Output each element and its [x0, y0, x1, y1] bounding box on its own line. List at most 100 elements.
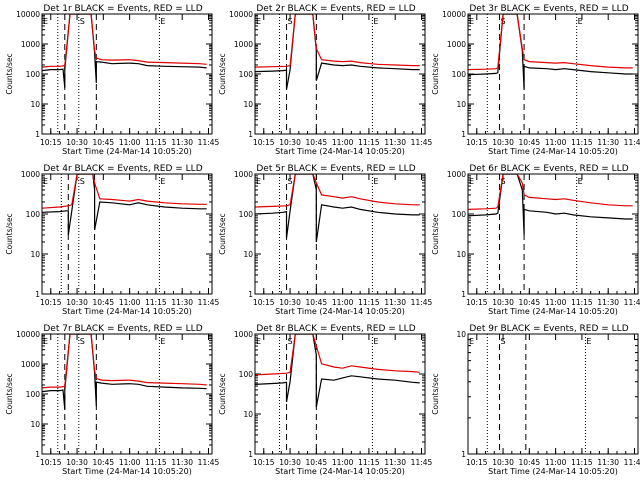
y-axis-label: Counts/sec	[431, 53, 440, 94]
y-tick-label: 10	[456, 250, 466, 259]
y-tick-label: 1	[461, 450, 466, 459]
y-axis-label: Counts/sec	[218, 213, 227, 254]
y-tick-label: 100	[26, 70, 41, 79]
y-tick-label: 1000	[447, 40, 466, 49]
plot-frame	[467, 173, 639, 295]
events-series-line	[255, 14, 420, 90]
y-tick-label: 1	[35, 130, 40, 139]
events-series-line	[468, 14, 633, 90]
event-marker-label: E	[469, 17, 474, 26]
x-tick-label: 11:45	[411, 138, 433, 147]
y-tick-label: 1	[35, 290, 40, 299]
y-tick-label: 1000	[447, 170, 466, 179]
x-tick-label: 11:00	[119, 138, 141, 147]
event-marker-label: E	[160, 177, 165, 186]
x-tick-label: 10:45	[519, 138, 541, 147]
y-tick-label: 1	[248, 130, 253, 139]
x-tick-label: 10:45	[306, 138, 328, 147]
event-marker-label: S	[80, 337, 85, 346]
y-tick-label: 10000	[229, 10, 253, 19]
y-tick-label: 1	[248, 290, 253, 299]
x-tick-label: 10:15	[40, 458, 62, 467]
chart-panel: 1 10 100 1000 10000 10:15 10:30 10:45 11:00 11:15…	[431, 4, 640, 156]
x-tick-label: 10:15	[40, 138, 62, 147]
event-marker-label: E	[373, 337, 378, 346]
events-series-line	[42, 14, 207, 88]
x-tick-label: 11:30	[171, 298, 193, 307]
plot-frame	[254, 173, 426, 295]
x-tick-label: 11:00	[545, 138, 567, 147]
x-tick-label: 10:15	[466, 138, 488, 147]
lld-series-line	[42, 334, 207, 389]
x-axis-label: Start Time (24-Mar-14 10:05:20)	[275, 147, 405, 156]
x-tick-label: 11:15	[145, 138, 167, 147]
x-tick-label: 11:00	[119, 298, 141, 307]
lld-series-line	[255, 14, 420, 68]
y-tick-label: 1	[461, 290, 466, 299]
event-marker-label: S	[80, 17, 85, 26]
y-tick-label: 100	[452, 210, 467, 219]
x-tick-label: 11:15	[571, 138, 593, 147]
chart-panel: 1 10 100 1000 10:15 10:30 10:45 11:00 11:15 11:30…	[218, 324, 433, 476]
x-tick-label: 11:15	[358, 138, 380, 147]
x-tick-label: 10:30	[66, 458, 88, 467]
event-marker-label: E	[256, 337, 261, 346]
y-tick-label: 10	[30, 420, 40, 429]
x-tick-label: 11:30	[597, 138, 619, 147]
x-tick-label: 11:30	[597, 298, 619, 307]
x-tick-label: 11:30	[171, 458, 193, 467]
y-tick-label: 10	[243, 410, 253, 419]
x-tick-label: 11:45	[624, 138, 640, 147]
event-marker-label: E	[43, 17, 48, 26]
x-tick-label: 11:00	[332, 138, 354, 147]
x-tick-label: 10:15	[466, 458, 488, 467]
x-tick-label: 11:00	[119, 458, 141, 467]
lld-series-line	[255, 334, 420, 376]
x-axis-label: Start Time (24-Mar-14 10:05:20)	[488, 147, 618, 156]
x-tick-label: 11:45	[624, 458, 640, 467]
x-tick-label: 11:15	[358, 458, 380, 467]
event-marker-label: S	[501, 17, 506, 26]
x-tick-label: 10:30	[492, 138, 514, 147]
chart-panel: 1 10 100 1000 10:15 10:30 10:45 11:00 11:15 11:30…	[218, 164, 433, 316]
event-marker-label: E	[578, 17, 583, 26]
y-tick-label: 1	[248, 450, 253, 459]
y-tick-label: 100	[26, 210, 41, 219]
event-marker-label: E	[256, 177, 261, 186]
event-marker-label: E	[373, 17, 378, 26]
plot-frame	[254, 13, 426, 135]
y-axis-label: Counts/sec	[431, 213, 440, 254]
plot-frame	[41, 13, 213, 135]
x-tick-label: 10:30	[492, 298, 514, 307]
y-tick-label: 100	[239, 210, 254, 219]
y-tick-label: 1	[461, 130, 466, 139]
x-tick-label: 11:30	[384, 458, 406, 467]
y-tick-label: 10	[30, 250, 40, 259]
y-tick-label: 1	[35, 450, 40, 459]
chart-title: Det 3r BLACK = Events, RED = LLD	[469, 4, 628, 14]
event-marker-label: S	[501, 337, 506, 346]
y-tick-label: 100	[239, 70, 254, 79]
chart-title: Det 2r BLACK = Events, RED = LLD	[256, 4, 415, 14]
y-tick-label: 1000	[234, 40, 253, 49]
lld-series-line	[255, 174, 420, 208]
y-tick-label: 10000	[16, 330, 40, 339]
x-tick-label: 10:30	[279, 298, 301, 307]
chart-title: Det 1r BLACK = Events, RED = LLD	[43, 4, 202, 14]
x-tick-label: 11:45	[198, 458, 220, 467]
event-marker-label: S	[80, 177, 85, 186]
x-tick-label: 11:45	[198, 298, 220, 307]
x-tick-label: 10:45	[93, 138, 115, 147]
y-tick-label: 100	[239, 370, 254, 379]
x-axis-label: Start Time (24-Mar-14 10:05:20)	[62, 147, 192, 156]
chart-panel: 1 10 100 1000 10000 10:15 10:30 10:45 11:00 11:15…	[218, 4, 433, 156]
x-tick-label: 11:15	[358, 298, 380, 307]
event-marker-label: E	[586, 337, 591, 346]
chart-panel: 1 10 100 1000 10000 10:15 10:30 10:45 11:00 11:15…	[5, 324, 220, 476]
x-axis-label: Start Time (24-Mar-14 10:05:20)	[62, 467, 192, 476]
x-tick-label: 11:30	[597, 458, 619, 467]
y-tick-label: 1000	[234, 170, 253, 179]
x-tick-label: 11:15	[145, 458, 167, 467]
